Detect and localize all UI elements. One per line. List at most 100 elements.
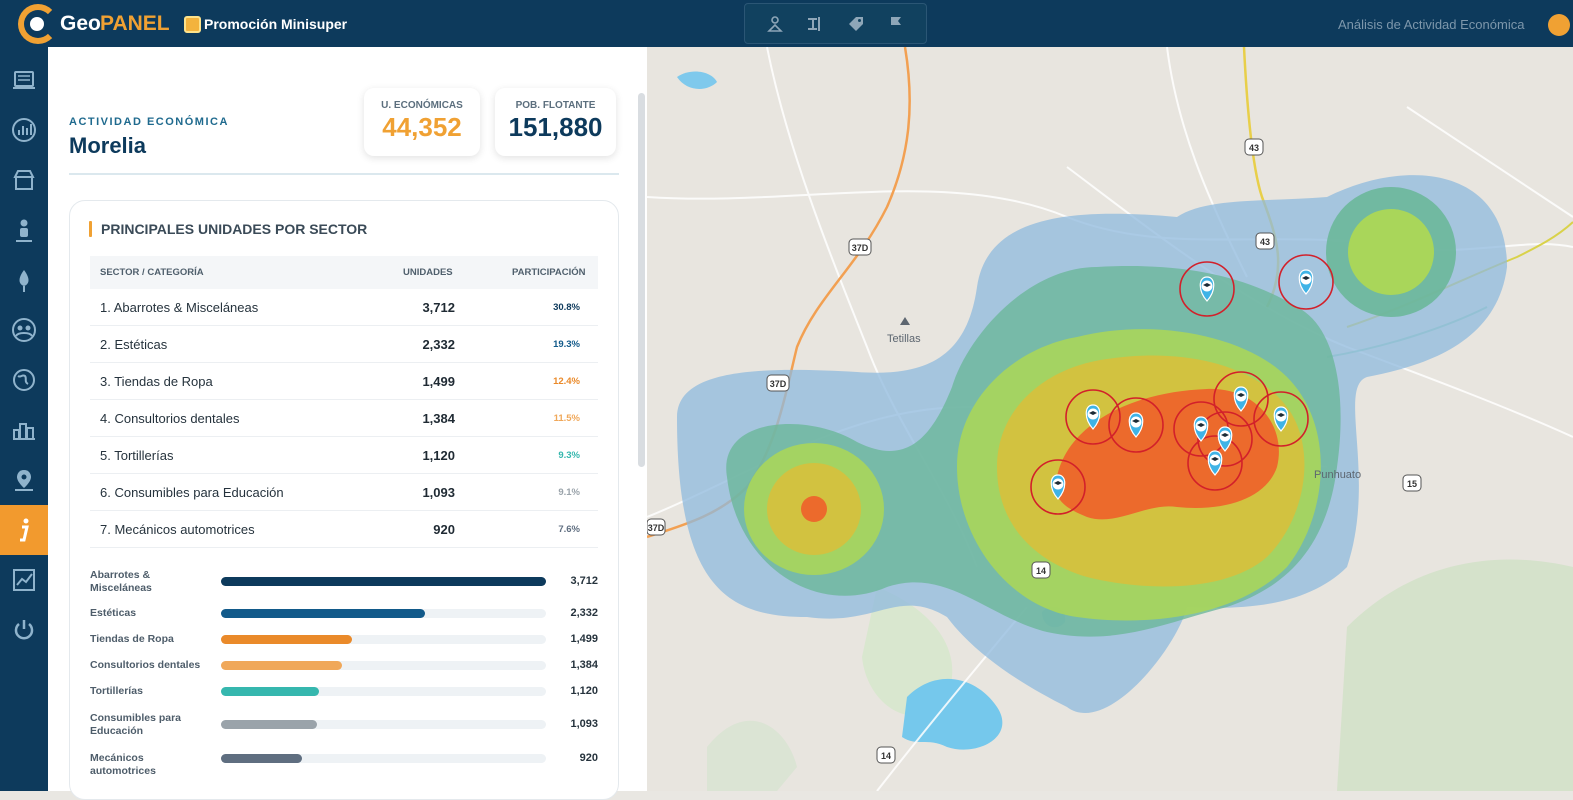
sector-share: 11.5% xyxy=(553,413,580,424)
bar-track xyxy=(221,720,546,729)
power-icon[interactable] xyxy=(0,605,48,655)
bar-track xyxy=(221,754,546,763)
sector-name: 6. Consumibles para Educación xyxy=(100,485,284,500)
group-icon[interactable] xyxy=(0,305,48,355)
kpi-floating-population: POB. FLOTANTE 151,880 xyxy=(495,88,616,156)
project-title[interactable]: Promoción Minisuper xyxy=(184,14,347,34)
school-markers[interactable] xyxy=(1050,269,1314,500)
table-row[interactable]: 1. Abarrotes & Misceláneas 3,712 30.8% xyxy=(90,289,598,326)
sector-name: 2. Estéticas xyxy=(100,337,168,352)
sector-units: 3,712 xyxy=(422,300,455,315)
city-icon[interactable] xyxy=(0,405,48,455)
kpi-label: POB. FLOTANTE xyxy=(515,100,596,111)
bar-fill xyxy=(221,687,320,696)
sector-units: 1,093 xyxy=(422,485,455,500)
school-icon[interactable] xyxy=(1050,474,1066,500)
school-icon[interactable] xyxy=(1128,412,1144,438)
info-icon[interactable] xyxy=(0,505,48,555)
map-view[interactable]: 37D 37D 37D 43 43 14 14 15 Tetillas Punh… xyxy=(647,47,1573,791)
bar-label: Mecánicos automotrices xyxy=(90,752,156,777)
bar-track xyxy=(221,635,546,644)
sector-units: 2,332 xyxy=(422,337,455,352)
school-icon[interactable] xyxy=(1193,416,1209,442)
bar-track xyxy=(221,687,546,696)
road-shield-43: 43 xyxy=(1244,138,1264,156)
road-shield-label: 14 xyxy=(881,751,891,761)
table-row[interactable]: 7. Mecánicos automotrices 920 7.6% xyxy=(90,511,598,548)
sector-share: 30.8% xyxy=(553,302,580,313)
logo-geo-text: Geo xyxy=(60,12,101,35)
table-row[interactable]: 6. Consumibles para Educación 1,093 9.1% xyxy=(90,474,598,511)
school-icon[interactable] xyxy=(1217,426,1233,452)
sector-units: 1,120 xyxy=(422,448,455,463)
table-row[interactable]: 5. Tortillerías 1,120 9.3% xyxy=(90,437,598,474)
sector-share: 9.3% xyxy=(558,450,580,461)
table-row[interactable]: 2. Estéticas 2,332 19.3% xyxy=(90,326,598,363)
bar-label: Estéticas xyxy=(90,607,137,619)
map-canvas[interactable]: 37D 37D 37D 43 43 14 14 15 Tetillas Punh… xyxy=(647,47,1573,791)
sector-share: 12.4% xyxy=(553,376,580,387)
road-shield-14: 14 xyxy=(876,746,896,764)
bar-label: Abarrotes & Misceláneas xyxy=(90,569,152,594)
bar-value: 3,712 xyxy=(570,575,598,587)
card-title-text: PRINCIPALES UNIDADES POR SECTOR xyxy=(101,221,368,237)
road-shield-label: 43 xyxy=(1260,237,1270,247)
map-toolbar xyxy=(744,3,927,44)
table-row[interactable]: 4. Consultorios dentales 1,384 11.5% xyxy=(90,400,598,437)
bar-value: 1,093 xyxy=(570,718,598,730)
school-icon[interactable] xyxy=(1298,269,1314,295)
geopanel-logo[interactable]: Geo PANEL xyxy=(18,4,170,44)
bar-label: Tiendas de Ropa xyxy=(90,633,174,645)
store-icon[interactable] xyxy=(0,155,48,205)
world-icon[interactable] xyxy=(0,355,48,405)
school-icon[interactable] xyxy=(1233,386,1249,412)
sector-share: 7.6% xyxy=(558,524,580,535)
flag-tool-icon[interactable] xyxy=(884,12,908,36)
landmark-icon xyxy=(900,317,910,325)
layers-icon[interactable] xyxy=(0,55,48,105)
sector-name: 7. Mecánicos automotrices xyxy=(100,522,255,537)
sidebar xyxy=(0,47,48,791)
bar-fill xyxy=(221,609,426,618)
title-accent xyxy=(89,221,92,237)
sector-units: 920 xyxy=(433,522,455,537)
bar-label: Consultorios dentales xyxy=(90,659,201,671)
bar-fill xyxy=(221,577,546,586)
panel-scrollbar[interactable] xyxy=(638,93,645,467)
card-title: PRINCIPALES UNIDADES POR SECTOR xyxy=(89,220,367,238)
bar-value: 920 xyxy=(579,752,598,764)
user-icon[interactable] xyxy=(1548,14,1570,36)
population-tool-icon[interactable] xyxy=(763,12,787,36)
bar-fill xyxy=(221,635,353,644)
road-shield-37d: 37D xyxy=(848,238,872,256)
school-icon[interactable] xyxy=(1207,450,1223,476)
tag-tool-icon[interactable] xyxy=(844,12,868,36)
trend-icon[interactable] xyxy=(0,555,48,605)
chart-icon[interactable] xyxy=(0,105,48,155)
project-icon xyxy=(184,15,201,33)
school-icon[interactable] xyxy=(1199,276,1215,302)
road-shield-37d: 37D xyxy=(766,374,790,392)
road-shield-14: 14 xyxy=(1031,561,1051,579)
place-label-tetillas: Tetillas xyxy=(887,333,921,345)
top-bar: Geo PANEL Promoción Minisuper Análisis d… xyxy=(0,0,1573,47)
road-shield-37d: 37D xyxy=(647,518,666,536)
location-drop-icon[interactable] xyxy=(0,255,48,305)
road-shield-label: 15 xyxy=(1407,479,1417,489)
road-shield-15: 15 xyxy=(1402,474,1422,492)
table-row[interactable]: 3. Tiendas de Ropa 1,499 12.4% xyxy=(90,363,598,400)
route-tool-icon[interactable] xyxy=(803,12,827,36)
city-title: Morelia xyxy=(69,133,147,158)
map-pin-icon[interactable] xyxy=(0,455,48,505)
sector-units: 1,384 xyxy=(422,411,455,426)
bar-track xyxy=(221,661,546,670)
sector-share: 19.3% xyxy=(553,339,580,350)
school-icon[interactable] xyxy=(1273,406,1289,432)
school-icon[interactable] xyxy=(1085,404,1101,430)
sector-name: 3. Tiendas de Ropa xyxy=(100,374,213,389)
bar-label: Tortillerías xyxy=(90,685,143,697)
road-shield-label: 14 xyxy=(1036,566,1046,576)
person-icon[interactable] xyxy=(0,205,48,255)
sector-name: 4. Consultorios dentales xyxy=(100,411,240,426)
kpi-value: 44,352 xyxy=(382,112,462,142)
